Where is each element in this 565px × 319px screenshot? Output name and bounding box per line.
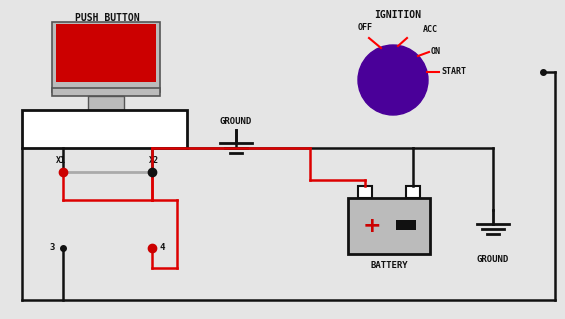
Bar bbox=[348, 198, 430, 254]
Circle shape bbox=[358, 45, 428, 115]
Bar bbox=[358, 186, 372, 198]
Bar bbox=[22, 110, 187, 148]
Bar bbox=[56, 24, 156, 82]
Text: PUSH BUTTON: PUSH BUTTON bbox=[75, 13, 140, 23]
Text: BATTERY: BATTERY bbox=[370, 261, 408, 270]
Text: ON: ON bbox=[431, 48, 441, 56]
Text: IGNITION: IGNITION bbox=[375, 10, 421, 20]
Text: X1: X1 bbox=[56, 156, 66, 165]
Bar bbox=[88, 96, 124, 110]
Text: ACC: ACC bbox=[423, 25, 438, 34]
Text: START: START bbox=[441, 68, 466, 77]
Text: +: + bbox=[363, 216, 381, 236]
Text: GROUND: GROUND bbox=[477, 255, 509, 264]
Text: OFF: OFF bbox=[358, 23, 372, 32]
Text: 3: 3 bbox=[50, 243, 55, 253]
Bar bbox=[406, 186, 420, 198]
Text: X2: X2 bbox=[149, 156, 159, 165]
Text: GROUND: GROUND bbox=[220, 117, 252, 126]
Text: 4: 4 bbox=[160, 243, 166, 253]
Bar bbox=[52, 22, 160, 92]
Bar bbox=[52, 88, 160, 96]
Bar bbox=[396, 220, 416, 230]
